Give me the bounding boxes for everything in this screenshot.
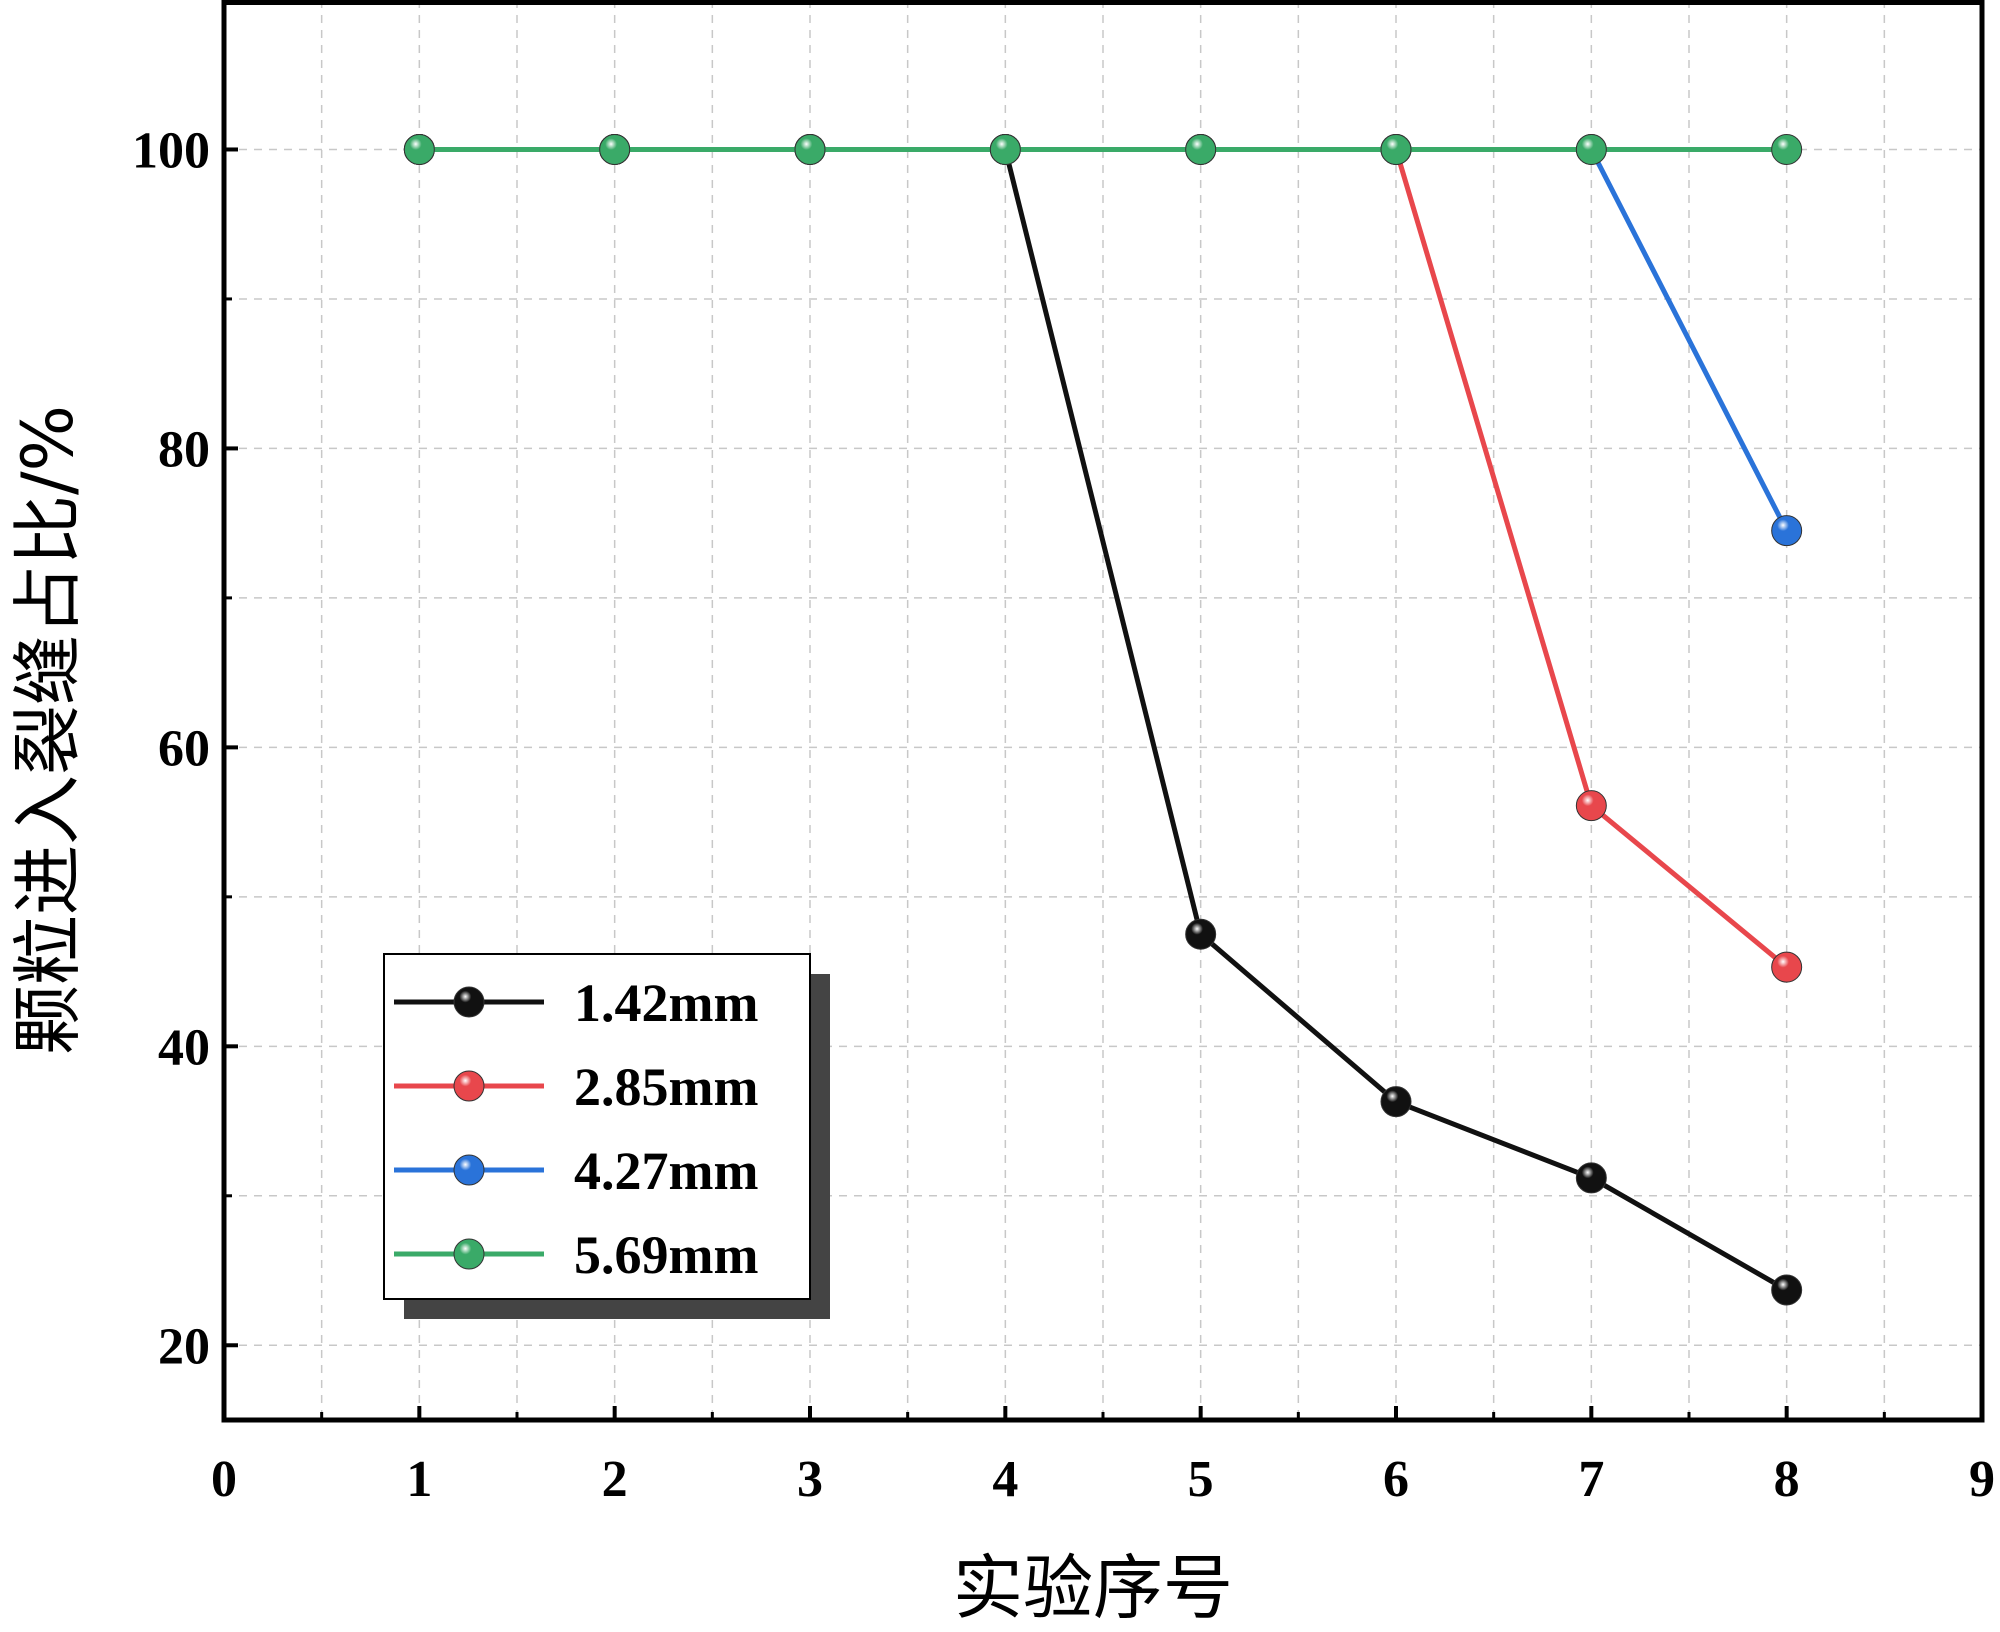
data-point — [1185, 918, 1217, 950]
x-tick-label: 3 — [797, 1451, 823, 1508]
legend-label: 2.85mm — [574, 1057, 758, 1117]
data-point — [989, 133, 1021, 165]
series-5.69mm — [403, 133, 1803, 165]
data-point — [599, 133, 631, 165]
legend-label: 1.42mm — [574, 973, 758, 1033]
data-point — [1575, 1162, 1607, 1194]
x-tick-label: 5 — [1188, 1451, 1214, 1508]
legend-marker — [453, 1154, 485, 1186]
legend: 1.42mm 2.85mm 4.27mm 5.69mm — [383, 953, 830, 1319]
y-tick-label: 100 — [132, 122, 210, 179]
data-point — [1380, 133, 1412, 165]
legend-marker — [453, 1070, 485, 1102]
x-tick-label: 8 — [1774, 1451, 1800, 1508]
data-point — [1380, 1086, 1412, 1118]
x-tick-label: 9 — [1969, 1451, 1995, 1508]
y-tick-label: 40 — [158, 1019, 210, 1076]
series-layer — [403, 133, 1803, 1306]
legend-item: 2.85mm — [394, 1057, 758, 1117]
x-tick-label: 0 — [211, 1451, 237, 1508]
data-point — [1185, 133, 1217, 165]
data-point — [1771, 951, 1803, 983]
series-line — [419, 146, 1789, 532]
legend-item: 5.69mm — [394, 1225, 758, 1285]
data-point — [403, 133, 435, 165]
x-tick-label: 2 — [602, 1451, 628, 1508]
data-point — [1771, 515, 1803, 547]
legend-marker — [453, 986, 485, 1018]
data-point — [1771, 133, 1803, 165]
x-tick-label: 4 — [992, 1451, 1018, 1508]
x-tick-label: 6 — [1383, 1451, 1409, 1508]
legend-item: 1.42mm — [394, 973, 758, 1033]
legend-box — [383, 953, 811, 1300]
y-axis-title: 颗粒进入裂缝占比/% — [7, 405, 89, 1055]
data-point — [1771, 1274, 1803, 1306]
x-tick-label: 1 — [406, 1451, 432, 1508]
legend-marker — [453, 1238, 485, 1270]
axis-ticks: 0 1 2 3 4 5 6 7 8 9 20 40 60 80 100 — [132, 122, 1995, 1508]
x-axis-title: 实验序号 — [953, 1547, 1233, 1628]
x-tick-label: 7 — [1578, 1451, 1604, 1508]
data-point — [1575, 133, 1607, 165]
y-tick-label: 80 — [158, 421, 210, 478]
y-tick-label: 20 — [158, 1318, 210, 1375]
legend-item: 4.27mm — [394, 1141, 758, 1201]
data-point — [794, 133, 826, 165]
legend-label: 5.69mm — [574, 1225, 758, 1285]
data-point — [1575, 790, 1607, 822]
legend-label: 4.27mm — [574, 1141, 758, 1201]
y-tick-label: 60 — [158, 720, 210, 777]
